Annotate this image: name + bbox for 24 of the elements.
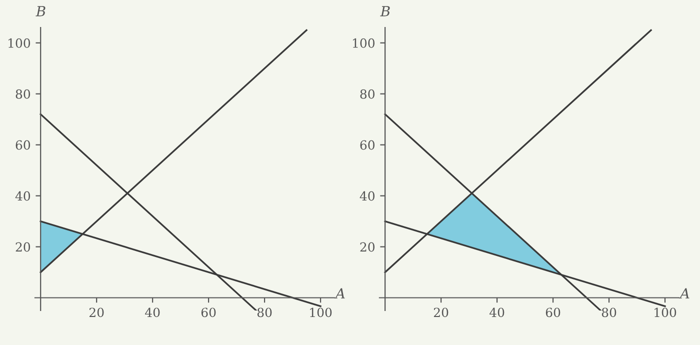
y-tick-label: 40	[360, 191, 375, 201]
y-tick-label: 60	[360, 140, 375, 150]
x-tick-label: 40	[145, 308, 160, 318]
y-tick-label: 40	[15, 191, 30, 201]
x-tick-label: 60	[546, 308, 560, 318]
x-tick-label: 20	[434, 308, 448, 318]
y-tick-label: 100	[353, 38, 375, 48]
x-tick-label: 60	[201, 308, 216, 318]
y-tick-label: 60	[16, 140, 30, 150]
x-tick-label: 80	[602, 308, 616, 318]
x-tick-label: 100	[654, 308, 676, 318]
y-tick-label: 80	[360, 89, 375, 99]
x-tick-label: 100	[310, 308, 332, 318]
y-axis-title: B	[36, 6, 46, 16]
y-tick-label: 20	[360, 242, 375, 252]
x-tick-label: 40	[489, 308, 504, 318]
x-tick-label: 20	[89, 308, 104, 318]
y-tick-label: 100	[8, 38, 30, 48]
y-tick-label: 20	[16, 242, 30, 252]
x-axis-title: A	[678, 288, 690, 298]
y-axis-title: B	[380, 6, 390, 16]
y-tick-label: 80	[16, 89, 30, 99]
x-tick-label: 80	[257, 308, 272, 318]
x-axis-title: A	[334, 288, 345, 298]
